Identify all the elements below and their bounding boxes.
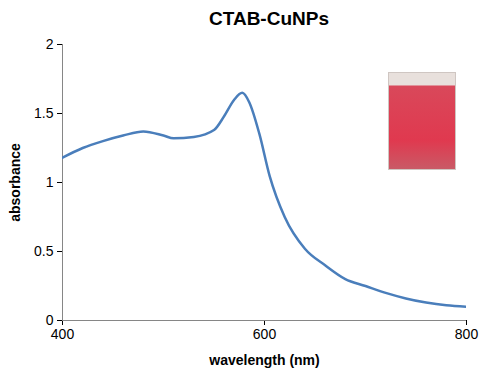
svg-text:400: 400	[51, 326, 75, 342]
svg-text:600: 600	[253, 326, 277, 342]
svg-text:1: 1	[46, 174, 54, 190]
svg-text:2: 2	[46, 36, 54, 52]
svg-text:0.5: 0.5	[34, 243, 54, 259]
svg-text:800: 800	[455, 326, 479, 342]
svg-text:wavelength (nm): wavelength (nm)	[208, 352, 319, 368]
svg-text:0: 0	[45, 312, 54, 328]
svg-text:absorbance: absorbance	[7, 143, 23, 222]
html-text:CTAB-CuNPs: CTAB-CuNPs	[209, 8, 329, 29]
svg-text:1.5: 1.5	[34, 105, 54, 121]
